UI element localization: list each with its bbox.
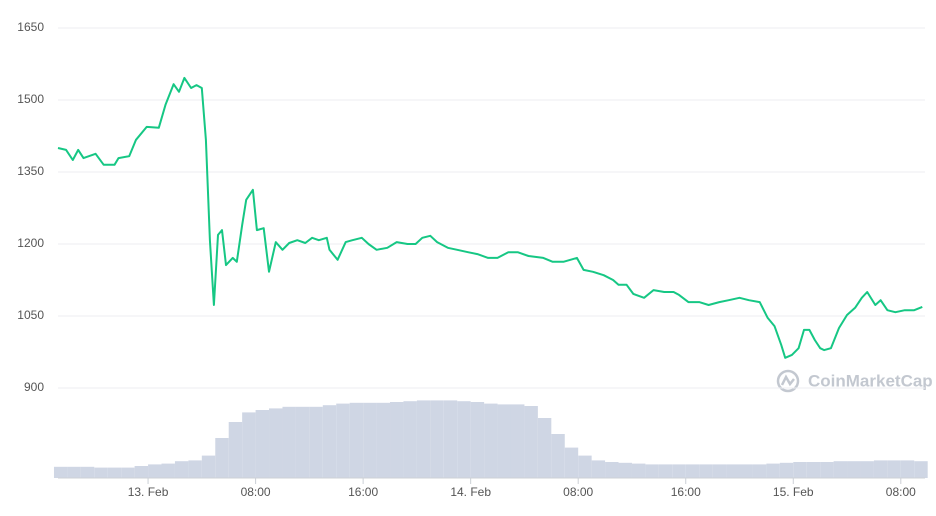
price-line xyxy=(57,76,923,359)
x-tick-label: 16:00 xyxy=(671,485,701,499)
volume-bar xyxy=(605,462,619,478)
volume-bar xyxy=(416,400,431,478)
volume-bar xyxy=(726,464,740,478)
y-tick-label: 1500 xyxy=(17,92,44,106)
volume-bar xyxy=(793,462,807,478)
volume-bar xyxy=(833,461,848,478)
volume-bar xyxy=(282,406,296,478)
volume-bar xyxy=(94,467,108,478)
volume-bar xyxy=(860,461,874,478)
volume-bar xyxy=(403,401,417,478)
volume-bar xyxy=(672,464,686,478)
volume-bar xyxy=(349,402,364,478)
volume-bar xyxy=(712,464,727,478)
volume-bar xyxy=(295,406,310,478)
volume-bar xyxy=(631,463,646,478)
volume-bar xyxy=(255,410,270,478)
x-tick-label: 13. Feb xyxy=(128,485,169,499)
volume-bar xyxy=(739,464,753,478)
volume-bar xyxy=(201,455,216,478)
volume-bar xyxy=(766,463,780,478)
volume-bar xyxy=(914,461,928,478)
volume-bar xyxy=(618,462,632,478)
x-tick-label: 16:00 xyxy=(348,485,378,499)
volume-bar xyxy=(887,460,901,478)
volume-bar xyxy=(269,408,283,478)
volume-bar xyxy=(564,447,579,478)
volume-bar xyxy=(430,400,444,478)
volume-bar xyxy=(309,406,323,478)
x-tick-label: 15. Feb xyxy=(773,485,814,499)
volume-bar xyxy=(67,466,81,478)
volume-bar xyxy=(376,402,391,478)
volume-bar xyxy=(752,464,767,478)
volume-bar xyxy=(645,464,659,478)
volume-bar xyxy=(121,467,135,478)
volume-bar xyxy=(900,460,915,478)
volume-bar xyxy=(820,462,834,478)
volume-bar xyxy=(524,406,538,478)
x-tick-label: 14. Feb xyxy=(450,485,491,499)
volume-bar xyxy=(80,466,95,478)
volume-bar xyxy=(578,455,592,478)
volume-bar xyxy=(470,402,485,478)
y-tick-label: 1650 xyxy=(17,20,44,34)
volume-bar xyxy=(551,434,565,478)
y-tick-label: 1200 xyxy=(17,236,44,250)
volume-bar xyxy=(188,460,202,478)
volume-bar xyxy=(53,466,68,478)
volume-bar xyxy=(215,438,229,478)
volume-bar xyxy=(806,462,821,478)
volume-bar xyxy=(779,462,794,478)
watermark: CoinMarketCap xyxy=(808,371,933,390)
volume-bar xyxy=(457,401,471,478)
volume-bar xyxy=(134,466,149,478)
volume-bar xyxy=(591,460,606,478)
watermark-logo xyxy=(776,369,800,393)
volume-bar xyxy=(390,402,404,478)
y-tick-label: 900 xyxy=(24,380,44,394)
volume-bar xyxy=(873,460,888,478)
volume-bar xyxy=(510,404,525,478)
volume-bar xyxy=(699,464,713,478)
volume-bar xyxy=(148,464,162,478)
volume-bar xyxy=(847,461,861,478)
volume-bar xyxy=(161,463,175,478)
volume-bar xyxy=(174,461,189,478)
volume-bar xyxy=(685,464,700,478)
volume-bar xyxy=(537,418,552,478)
volume-bar xyxy=(322,405,337,478)
volume-bar xyxy=(242,412,256,478)
x-tick-label: 08:00 xyxy=(241,485,271,499)
volume-bar xyxy=(497,404,511,478)
volume-bar xyxy=(336,403,350,478)
x-tick-label: 08:00 xyxy=(886,485,916,499)
y-tick-label: 1050 xyxy=(17,308,44,322)
volume-bar xyxy=(443,400,458,478)
volume-bar xyxy=(228,422,243,478)
volume-bar xyxy=(363,402,377,478)
volume-bar xyxy=(107,467,122,478)
volume-bar xyxy=(658,464,673,478)
x-tick-label: 08:00 xyxy=(563,485,593,499)
y-tick-label: 1350 xyxy=(17,164,44,178)
volume-bar xyxy=(484,403,498,478)
